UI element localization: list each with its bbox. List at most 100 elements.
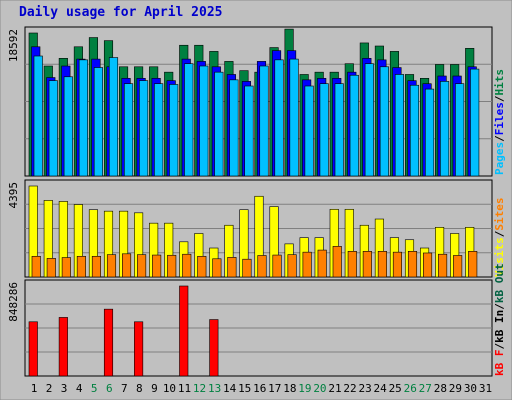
bar-middle-sites bbox=[377, 251, 387, 278]
bar-middle-sites bbox=[122, 253, 132, 278]
legend-label: Visits bbox=[493, 237, 506, 277]
bar-middle-sites bbox=[31, 255, 41, 278]
bar-middle-sites bbox=[407, 251, 418, 278]
bar-bottom-kb-f bbox=[134, 321, 144, 377]
bar-middle-sites bbox=[257, 255, 267, 278]
bar-top-pages bbox=[33, 55, 43, 177]
bar-top-pages bbox=[93, 67, 103, 177]
day-label: 8 bbox=[136, 382, 143, 395]
bar-top-pages bbox=[184, 63, 194, 177]
bar-top-pages bbox=[154, 83, 164, 177]
bar-top-pages bbox=[108, 57, 119, 177]
day-label: 14 bbox=[223, 382, 237, 395]
bar-top-pages bbox=[214, 71, 224, 177]
bar-middle-sites bbox=[197, 255, 207, 278]
bar-middle-sites bbox=[182, 253, 192, 278]
legend-bottom: kB F/kB In/kB Out bbox=[493, 263, 506, 376]
bar-top-pages bbox=[304, 85, 314, 177]
day-label: 24 bbox=[374, 382, 388, 395]
legend-label: kB F bbox=[493, 350, 506, 377]
bar-middle-sites bbox=[392, 251, 403, 278]
bar-middle-sites bbox=[272, 254, 282, 278]
bar-top-pages bbox=[124, 83, 134, 177]
legend-label: / bbox=[493, 343, 506, 350]
day-label: 15 bbox=[238, 382, 251, 395]
bar-middle-sites bbox=[137, 254, 147, 278]
legend-label: / bbox=[493, 135, 506, 142]
bar-top-pages bbox=[78, 59, 88, 177]
bar-middle-sites bbox=[347, 251, 357, 278]
bar-top-pages bbox=[470, 68, 480, 177]
bar-top-pages bbox=[334, 83, 344, 177]
legend-middle: Visits/Sites bbox=[493, 198, 506, 278]
day-label: 16 bbox=[253, 382, 266, 395]
bar-top-pages bbox=[394, 74, 405, 177]
bar-middle-sites bbox=[287, 254, 297, 278]
bar-top-pages bbox=[48, 80, 58, 177]
legend-label: / bbox=[493, 303, 506, 310]
axis-max-label: 18592 bbox=[7, 29, 20, 62]
bar-middle-sites bbox=[317, 249, 327, 278]
day-label: 27 bbox=[419, 382, 432, 395]
day-label: 28 bbox=[434, 382, 447, 395]
bar-top-pages bbox=[199, 65, 209, 177]
day-label: 18 bbox=[283, 382, 296, 395]
day-label: 5 bbox=[91, 382, 98, 395]
legend-label: Pages bbox=[493, 142, 506, 175]
bar-middle-sites bbox=[438, 253, 448, 278]
bar-middle-sites bbox=[302, 251, 312, 278]
day-label: 26 bbox=[404, 382, 417, 395]
day-label: 17 bbox=[268, 382, 281, 395]
bar-bottom-kb-f bbox=[209, 319, 219, 377]
day-label: 12 bbox=[193, 382, 206, 395]
legend-label: Sites bbox=[493, 198, 506, 231]
bar-top-pages bbox=[379, 66, 389, 177]
legend-top: Pages/Files/Hits bbox=[493, 69, 506, 175]
bar-top-pages bbox=[440, 81, 450, 177]
bar-top-pages bbox=[63, 76, 73, 177]
bar-middle-sites bbox=[422, 252, 433, 278]
chart-title: Daily usage for April 2025 bbox=[19, 5, 223, 20]
bar-middle-sites bbox=[46, 258, 56, 278]
day-label: 10 bbox=[163, 382, 176, 395]
bar-top-pages bbox=[409, 84, 420, 177]
bar-top-pages bbox=[349, 74, 359, 177]
bar-top-pages bbox=[424, 88, 435, 177]
bar-top-pages bbox=[229, 79, 239, 177]
day-label: 19 bbox=[298, 382, 311, 395]
bar-top-pages bbox=[274, 59, 284, 177]
legend-label: kB Out bbox=[493, 263, 506, 303]
day-label: 23 bbox=[358, 382, 371, 395]
day-label: 29 bbox=[449, 382, 462, 395]
bar-top-pages bbox=[244, 85, 254, 177]
bar-top-pages bbox=[289, 58, 299, 177]
day-label: 1 bbox=[31, 382, 38, 395]
bar-middle-sites bbox=[152, 254, 162, 278]
bar-middle-sites bbox=[227, 257, 237, 278]
day-label: 3 bbox=[61, 382, 68, 395]
legend-label: / bbox=[493, 230, 506, 237]
day-label: 22 bbox=[343, 382, 356, 395]
bar-middle-sites bbox=[212, 258, 222, 278]
bar-bottom-kb-f bbox=[179, 285, 189, 377]
bar-middle-sites bbox=[242, 258, 252, 278]
bar-middle-sites bbox=[76, 255, 86, 278]
day-label: 21 bbox=[328, 382, 341, 395]
axis-max-label: 4395 bbox=[7, 182, 20, 209]
bar-bottom-kb-f bbox=[103, 308, 114, 377]
bar-middle-sites bbox=[453, 255, 463, 278]
day-label: 7 bbox=[121, 382, 128, 395]
day-label: 11 bbox=[178, 382, 191, 395]
day-label: 13 bbox=[208, 382, 221, 395]
bar-middle-sites bbox=[362, 251, 372, 278]
day-label: 4 bbox=[76, 382, 83, 395]
day-label: 31 bbox=[479, 382, 492, 395]
legend-label: Files bbox=[493, 102, 506, 135]
day-label: 9 bbox=[151, 382, 158, 395]
bar-middle-sites bbox=[468, 251, 478, 278]
bar-top-pages bbox=[169, 84, 179, 177]
bar-bottom-kb-f bbox=[28, 321, 38, 377]
bar-middle-sites bbox=[332, 246, 342, 278]
